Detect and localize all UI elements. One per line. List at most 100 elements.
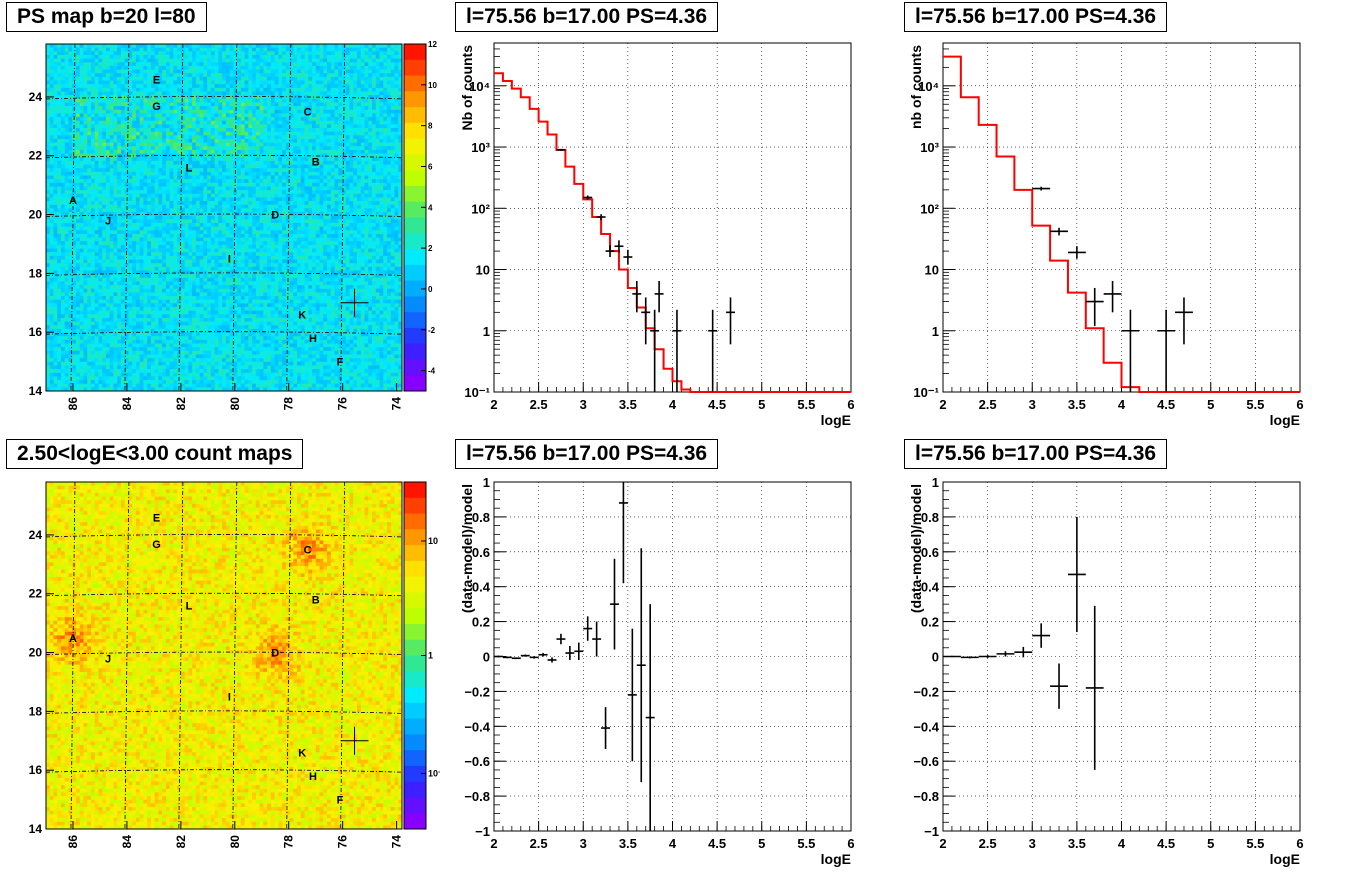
x-tick-label: 5	[1207, 836, 1214, 851]
x-tick-label: 78	[282, 835, 296, 849]
source-label-E: E	[153, 74, 160, 86]
x-tick-label: 4.5	[708, 836, 726, 851]
residual-point	[961, 656, 979, 658]
x-tick-label: 78	[282, 397, 296, 411]
y-tick-label: 16	[29, 763, 43, 777]
x-tick-label: 4.5	[708, 397, 726, 412]
source-label-H: H	[309, 333, 317, 345]
colorbar-tick-label: 4	[428, 203, 433, 212]
y-tick-label: 1	[932, 324, 939, 339]
source-label-K: K	[298, 310, 306, 322]
y-tick-label: −0.8	[913, 789, 939, 804]
x-tick-label: 4	[1118, 836, 1126, 851]
y-tick-label: 18	[29, 266, 43, 280]
source-label-K: K	[298, 748, 306, 760]
x-tick-label: 2.5	[979, 397, 997, 412]
source-label-D: D	[271, 648, 279, 660]
source-label-L: L	[186, 163, 193, 175]
y-axis-label: (data-model)/model	[459, 484, 475, 613]
colorbar	[404, 44, 426, 392]
residual-coarse-title: l=75.56 b=17.00 PS=4.36	[904, 439, 1167, 469]
x-tick-label: 2	[939, 397, 946, 412]
spectrum-fine-title: l=75.56 b=17.00 PS=4.36	[455, 2, 718, 32]
count-map-title: 2.50<logE<3.00 count maps	[6, 439, 303, 469]
x-tick-label: 74	[390, 397, 404, 411]
spectrum-coarse-title: l=75.56 b=17.00 PS=4.36	[904, 2, 1167, 32]
x-tick-label: 3.5	[1068, 836, 1086, 851]
colorbar-tick-label: -2	[428, 326, 436, 335]
y-axis-label: nb of counts	[908, 45, 924, 129]
x-tick-label: 4	[669, 397, 677, 412]
source-label-I: I	[228, 254, 231, 266]
x-tick-label: 82	[174, 397, 188, 411]
source-label-D: D	[271, 210, 279, 222]
y-tick-label: 14	[29, 822, 43, 836]
heatmap-cells	[46, 44, 402, 391]
x-tick-label: 74	[390, 835, 404, 849]
x-tick-label: 76	[336, 835, 350, 849]
source-label-B: B	[312, 157, 320, 169]
residual-point	[943, 656, 961, 657]
source-label-G: G	[152, 101, 161, 113]
residual-fine-title: l=75.56 b=17.00 PS=4.36	[455, 439, 718, 469]
x-tick-label: 3	[580, 397, 587, 412]
residual-point	[521, 655, 530, 657]
x-tick-label: 3.5	[619, 397, 637, 412]
y-tick-label: −0.2	[913, 684, 939, 699]
y-tick-label: 16	[29, 325, 43, 339]
source-label-C: C	[304, 107, 312, 119]
y-tick-label: −0.2	[464, 684, 490, 699]
y-tick-label: 24	[29, 90, 43, 104]
colorbar-tick-label: 6	[428, 162, 433, 171]
y-tick-label: 0.2	[472, 615, 490, 630]
y-tick-label: 1	[483, 475, 490, 490]
x-axis-label: logE	[821, 412, 851, 428]
x-tick-label: 2.5	[530, 397, 548, 412]
x-axis-label: logE	[821, 851, 851, 867]
x-tick-label: 80	[228, 835, 242, 849]
y-tick-label: 10	[925, 263, 939, 278]
x-tick-label: 5.5	[797, 836, 815, 851]
x-tick-label: 84	[120, 397, 134, 411]
y-tick-label: −0.4	[913, 719, 939, 734]
y-tick-label: 10²	[920, 201, 939, 216]
y-tick-label: 10⁻¹	[464, 385, 490, 400]
heatmap-cells	[46, 482, 402, 829]
source-label-G: G	[152, 539, 161, 551]
residual-point	[503, 657, 512, 659]
source-label-I: I	[228, 692, 231, 704]
x-tick-label: 86	[66, 835, 80, 849]
y-tick-label: 20	[29, 646, 43, 660]
colorbar-tick-label: 10	[428, 81, 437, 90]
x-tick-label: 86	[66, 397, 80, 411]
x-tick-label: 3	[1029, 836, 1036, 851]
source-label-J: J	[105, 215, 111, 227]
y-tick-label: −0.4	[464, 719, 490, 734]
source-label-B: B	[312, 595, 320, 607]
y-tick-label: 14	[29, 384, 43, 398]
colorbar-tick-label: 1	[428, 651, 433, 661]
source-label-A: A	[69, 195, 77, 207]
residual-point	[512, 657, 521, 659]
y-tick-label: 22	[29, 149, 43, 163]
x-axis-label: logE	[1270, 412, 1300, 428]
x-tick-label: 5.5	[797, 397, 815, 412]
colorbar-tick-label: 12	[428, 40, 437, 49]
y-tick-label: −0.6	[913, 754, 939, 769]
x-tick-label: 4.5	[1157, 397, 1175, 412]
y-tick-label: 10³	[920, 140, 939, 155]
source-label-H: H	[309, 771, 317, 783]
y-tick-label: 24	[29, 528, 43, 542]
x-tick-label: 4	[1118, 397, 1126, 412]
source-label-L: L	[186, 601, 193, 613]
x-tick-label: 2.5	[530, 836, 548, 851]
ps-map-title: PS map b=20 l=80	[6, 2, 207, 32]
x-tick-label: 4	[669, 836, 677, 851]
